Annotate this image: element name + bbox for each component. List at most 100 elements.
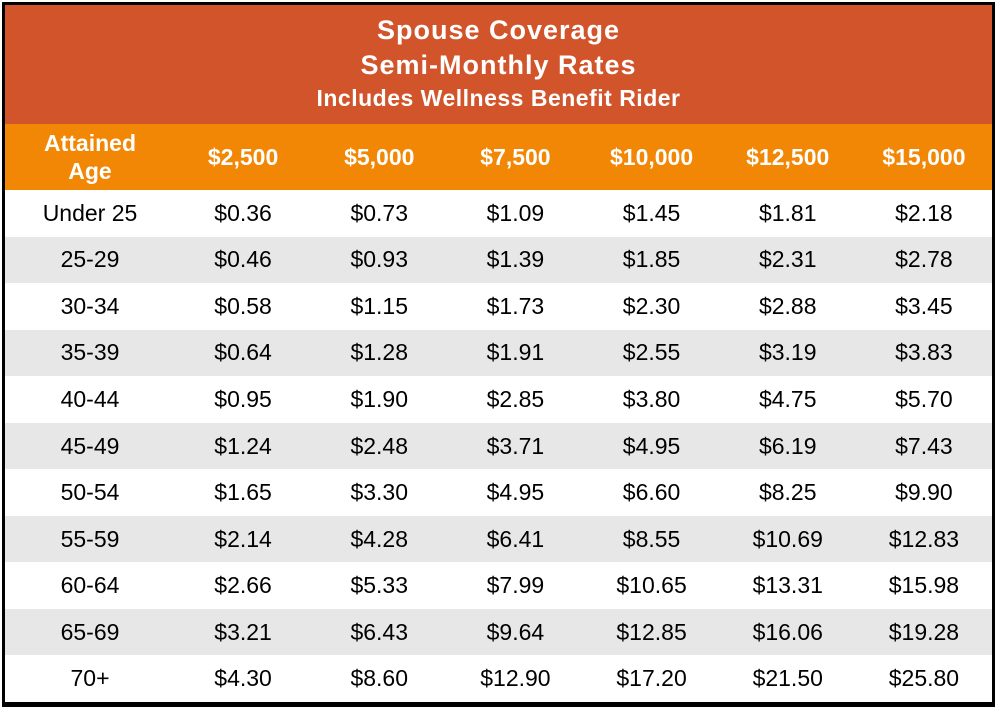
column-header-2500: $2,500 (207, 144, 279, 170)
rate-cell: $21.50 (752, 665, 823, 692)
table-row: 40-44 $0.95 $1.90 $2.85 $3.80 $4.75 $5.7… (5, 376, 992, 423)
age-band-cell: 25-29 (60, 246, 120, 273)
rate-cell: $2.66 (214, 572, 272, 599)
rate-cell: $16.06 (752, 618, 823, 645)
rate-cell: $0.95 (214, 385, 272, 412)
column-header-5000: $5,000 (344, 144, 415, 170)
rate-cell: $0.93 (350, 246, 409, 273)
rate-cell: $0.73 (350, 199, 409, 226)
rate-cell: $3.30 (350, 479, 409, 506)
rate-cell: $1.45 (622, 199, 681, 226)
table-row: 60-64 $2.66 $5.33 $7.99 $10.65 $13.31 $1… (5, 562, 992, 609)
rate-cell: $1.81 (758, 199, 817, 226)
rate-cell: $4.30 (214, 665, 272, 692)
table-row: 35-39 $0.64 $1.28 $1.91 $2.55 $3.19 $3.8… (5, 329, 992, 377)
rate-cell: $2.48 (350, 432, 409, 459)
rate-cell: $9.90 (895, 479, 953, 506)
rate-cell: $17.20 (616, 665, 687, 692)
rate-cell: $2.30 (622, 292, 681, 319)
age-band-cell: 45-49 (60, 432, 120, 459)
rate-cell: $1.90 (350, 385, 409, 412)
title-line-3: Includes Wellness Benefit Rider (316, 85, 681, 111)
rate-cell: $3.83 (895, 339, 953, 366)
rate-cell: $12.83 (888, 525, 960, 552)
rate-cell: $6.41 (486, 525, 545, 552)
table-row: 25-29 $0.46 $0.93 $1.39 $1.85 $2.31 $2.7… (5, 236, 992, 284)
rate-cell: $1.28 (350, 339, 409, 366)
rate-cell: $3.80 (622, 385, 681, 412)
rate-cell: $1.65 (214, 479, 272, 506)
rate-cell: $8.60 (350, 665, 409, 692)
age-band-cell: 70+ (70, 665, 110, 692)
rate-cell: $3.21 (214, 618, 272, 645)
table-row: 70+ $4.30 $8.60 $12.90 $17.20 $21.50 $25… (5, 655, 992, 703)
rate-cell: $2.14 (214, 525, 272, 552)
age-band-cell: 30-34 (60, 292, 120, 319)
rate-cell: $12.90 (480, 665, 551, 692)
rate-cell: $1.73 (486, 292, 545, 319)
age-band-cell: 40-44 (60, 385, 120, 412)
age-band-cell: 35-39 (60, 339, 120, 366)
rate-cell: $2.88 (758, 292, 817, 319)
rate-cell: $13.31 (752, 572, 823, 599)
rate-cell: $6.60 (622, 479, 681, 506)
rate-cell: $0.64 (214, 339, 272, 366)
rate-cell: $5.70 (895, 385, 953, 412)
rate-cell: $6.43 (350, 618, 409, 645)
rate-cell: $1.15 (350, 292, 409, 319)
column-header-7500: $7,500 (480, 144, 551, 170)
table-title-band: Spouse Coverage Semi-Monthly Rates Inclu… (5, 5, 992, 124)
column-header-15000: $15,000 (882, 144, 966, 170)
rate-cell: $10.69 (752, 525, 823, 552)
title-line-2: Semi-Monthly Rates (360, 50, 637, 80)
rate-cell: $3.19 (758, 339, 817, 366)
table-row: 50-54 $1.65 $3.30 $4.95 $6.60 $8.25 $9.9… (5, 469, 992, 516)
rate-cell: $4.75 (758, 385, 817, 412)
rate-cell: $8.25 (758, 479, 817, 506)
column-header-attained-age: Attained Age (44, 130, 136, 184)
rate-cell: $0.46 (214, 246, 272, 273)
column-header-10000: $10,000 (610, 144, 694, 170)
age-band-cell: 60-64 (60, 572, 120, 599)
rate-cell: $1.91 (486, 339, 545, 366)
rate-cell: $2.55 (622, 339, 681, 366)
age-band-cell: 65-69 (60, 618, 120, 645)
rate-cell: $15.98 (888, 572, 960, 599)
rate-cell: $1.09 (486, 199, 545, 226)
rate-cell: $7.99 (486, 572, 545, 599)
rate-cell: $6.19 (758, 432, 817, 459)
rate-cell: $4.95 (622, 432, 681, 459)
rate-cell: $0.36 (214, 199, 272, 226)
rate-cell: $9.64 (486, 618, 545, 645)
rate-rows-container: Under 25 $0.36 $0.73 $1.09 $1.45 $1.81 $… (5, 190, 992, 703)
age-band-cell: Under 25 (42, 199, 138, 226)
column-header-row: Attained Age $2,500 $5,000 $7,500 $10,00… (5, 124, 992, 190)
rate-cell: $3.71 (486, 432, 545, 459)
rate-cell: $1.39 (486, 246, 545, 273)
age-band-cell: 50-54 (60, 479, 120, 506)
rate-cell: $10.65 (616, 572, 687, 599)
rate-cell: $1.24 (214, 432, 272, 459)
rate-cell: $2.18 (895, 199, 953, 226)
rate-cell: $25.80 (888, 665, 960, 692)
rate-cell: $2.78 (895, 246, 953, 273)
table-row: 45-49 $1.24 $2.48 $3.71 $4.95 $6.19 $7.4… (5, 422, 992, 470)
rate-cell: $8.55 (622, 525, 681, 552)
rate-cell: $3.45 (895, 292, 953, 319)
age-band-cell: 55-59 (60, 525, 120, 552)
rate-cell: $2.85 (486, 385, 545, 412)
rate-cell: $7.43 (895, 432, 953, 459)
rate-cell: $4.95 (486, 479, 545, 506)
rate-cell: $4.28 (350, 525, 409, 552)
table-row: 30-34 $0.58 $1.15 $1.73 $2.30 $2.88 $3.4… (5, 283, 992, 330)
column-header-12500: $12,500 (746, 144, 830, 170)
table-row: 65-69 $3.21 $6.43 $9.64 $12.85 $16.06 $1… (5, 608, 992, 656)
rate-cell: $19.28 (888, 618, 960, 645)
rate-cell: $0.58 (214, 292, 272, 319)
rate-cell: $5.33 (350, 572, 409, 599)
rate-cell: $2.31 (758, 246, 817, 273)
title-line-1: Spouse Coverage (376, 15, 621, 45)
table-row: Under 25 $0.36 $0.73 $1.09 $1.45 $1.81 $… (5, 190, 992, 237)
rate-cell: $12.85 (616, 618, 687, 645)
